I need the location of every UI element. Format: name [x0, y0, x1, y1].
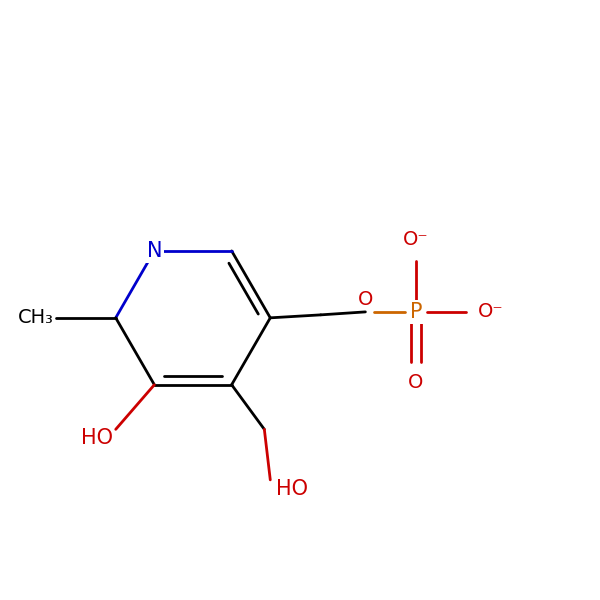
Text: CH₃: CH₃: [17, 308, 53, 328]
Text: O: O: [358, 290, 373, 309]
Text: P: P: [410, 302, 422, 322]
Text: O⁻: O⁻: [478, 302, 504, 322]
Text: O: O: [408, 373, 424, 392]
Text: O⁻: O⁻: [403, 230, 429, 250]
Text: HO: HO: [81, 428, 113, 448]
Text: N: N: [146, 241, 162, 261]
Text: HO: HO: [276, 479, 308, 499]
